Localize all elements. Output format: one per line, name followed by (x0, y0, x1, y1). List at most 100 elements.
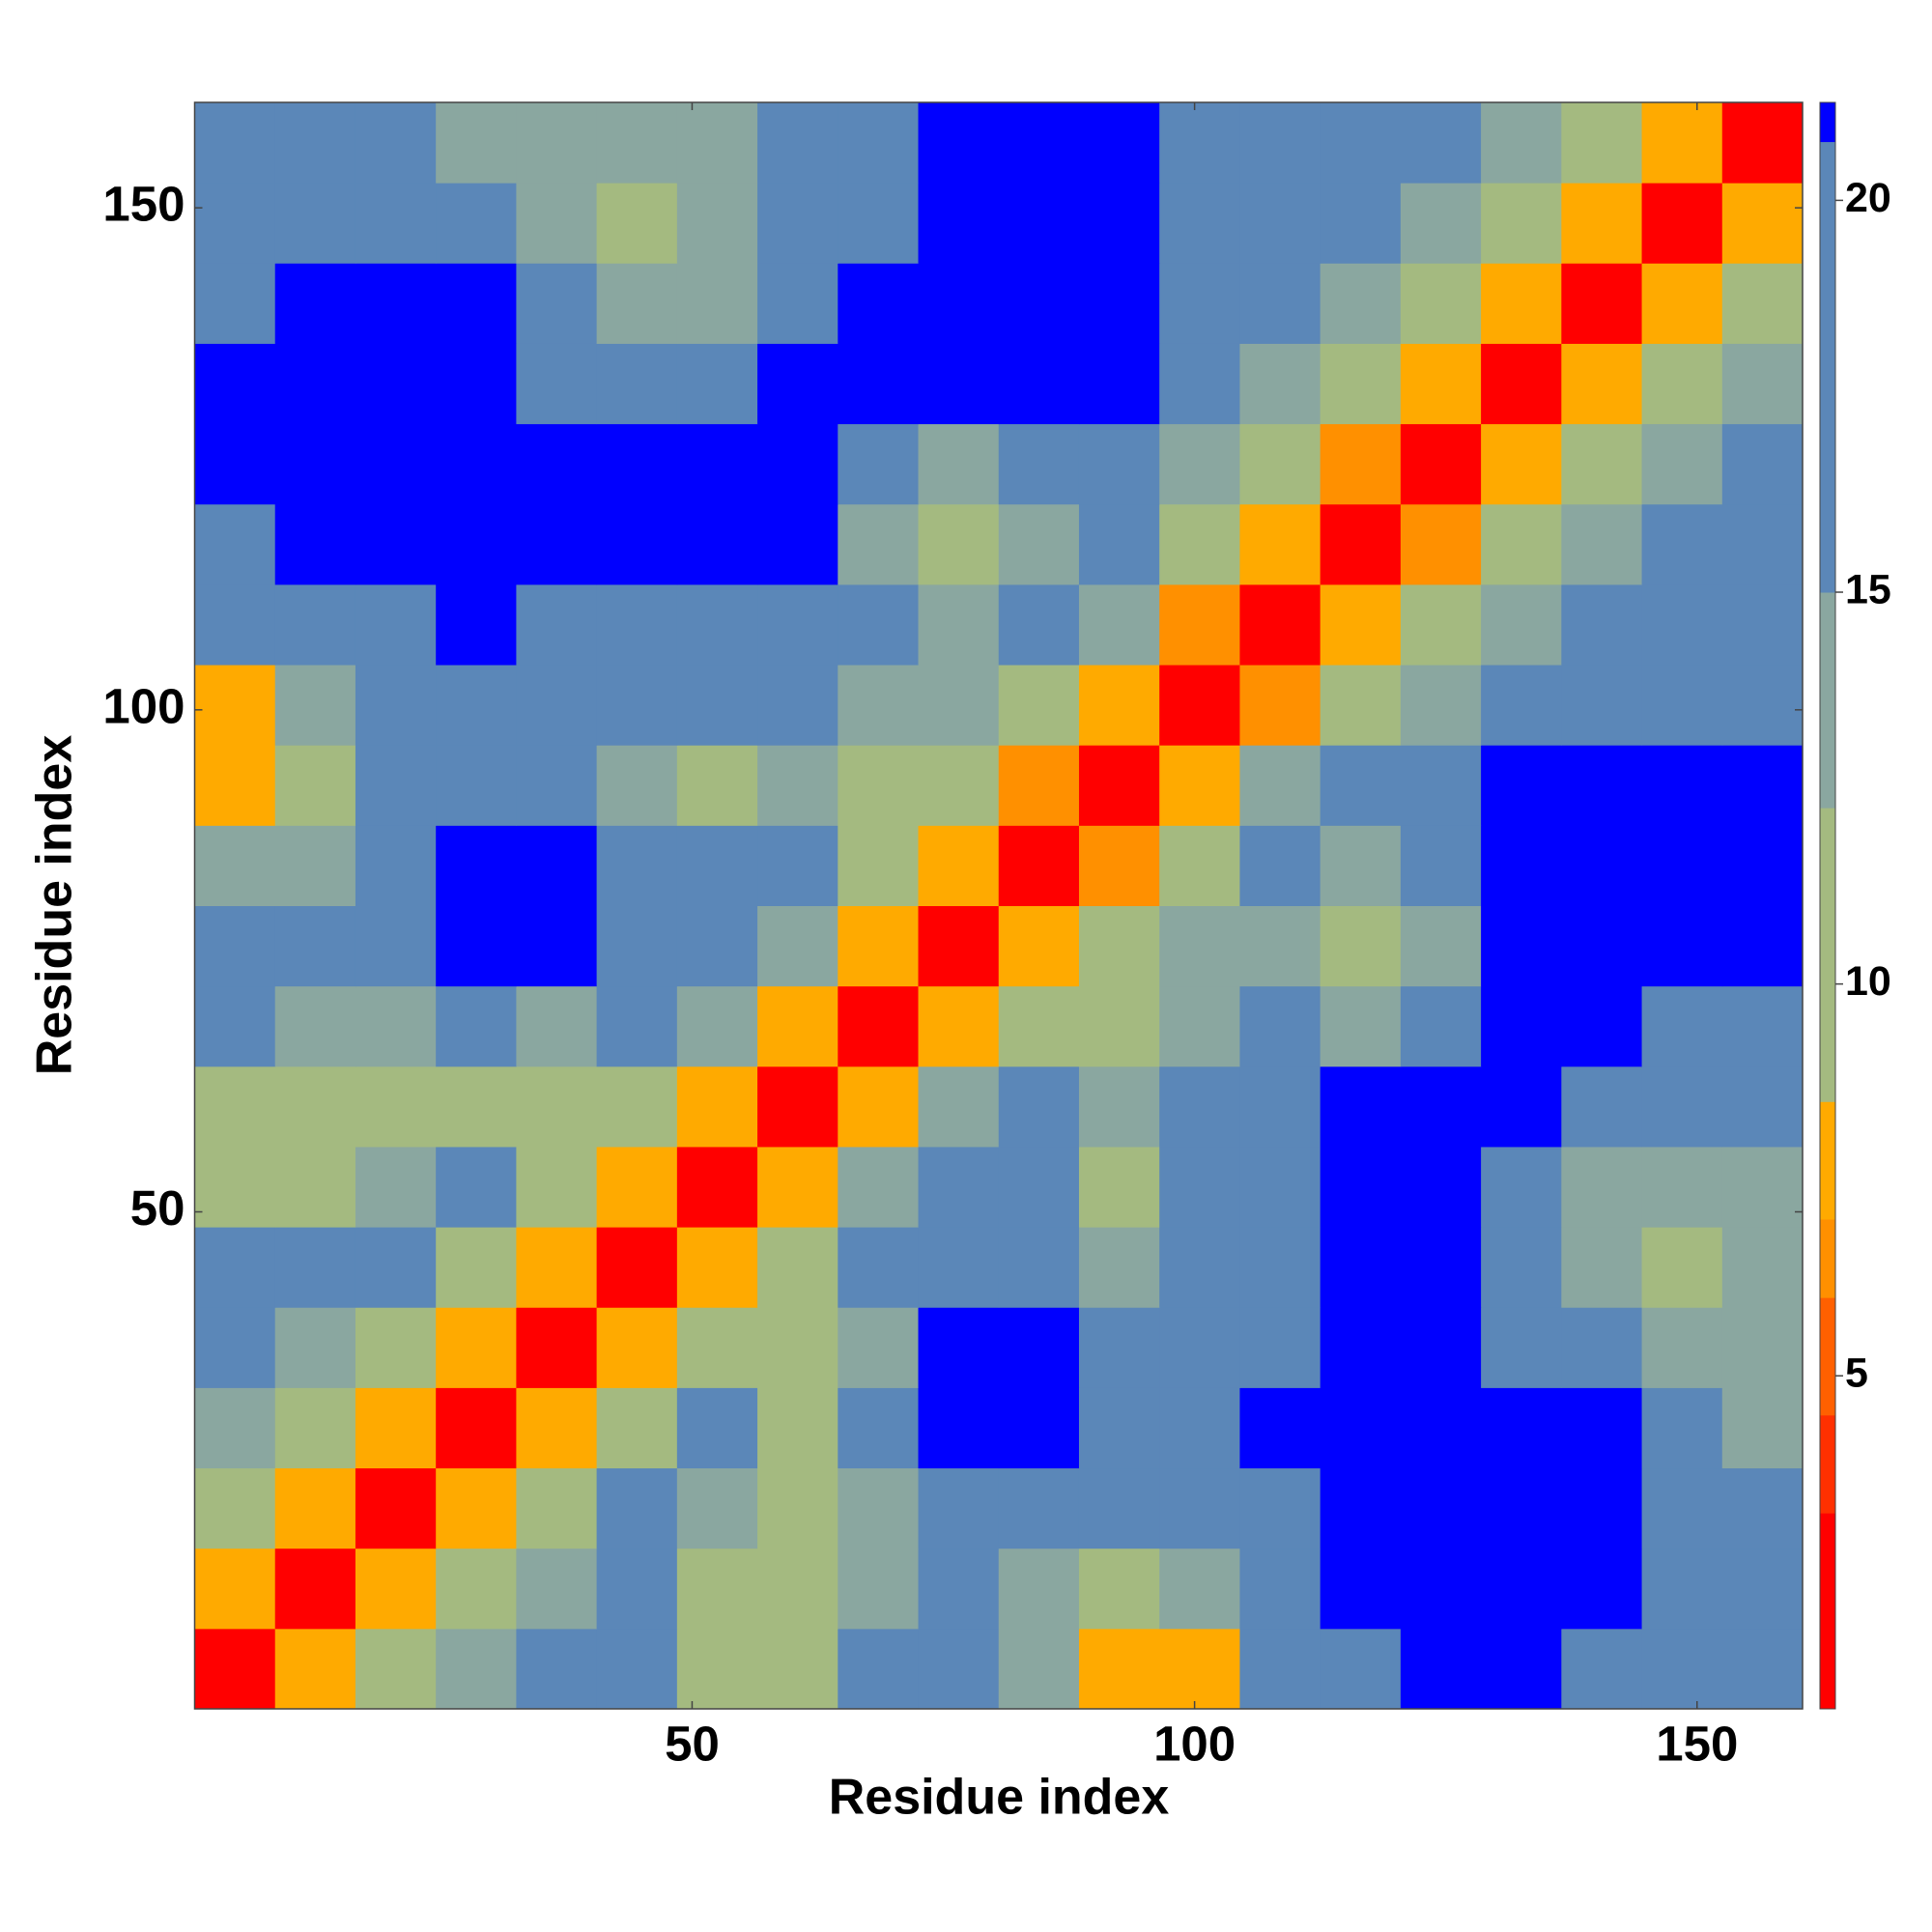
heatmap-cell (676, 745, 758, 826)
heatmap-cell (1159, 102, 1240, 184)
heatmap-cell (355, 343, 437, 425)
heatmap-cell (918, 985, 1000, 1067)
heatmap-cell (1721, 1146, 1804, 1228)
heatmap-cell (1641, 905, 1723, 987)
heatmap-cell (1561, 745, 1643, 826)
heatmap-cell (1400, 102, 1482, 184)
heatmap-cell (355, 102, 437, 184)
heatmap-cell (918, 1548, 1000, 1630)
heatmap-cell (355, 745, 437, 826)
heatmap-cell (436, 583, 517, 666)
heatmap-cell (355, 423, 437, 505)
heatmap-cell (1320, 665, 1402, 746)
heatmap-cell (436, 183, 517, 264)
heatmap-cell (1078, 102, 1160, 184)
heatmap-cell (1239, 1065, 1321, 1148)
heatmap-cell (838, 343, 920, 425)
heatmap-cell (516, 183, 598, 264)
heatmap-cell (676, 263, 758, 344)
colorbar-tick-label: 20 (1845, 175, 1891, 221)
heatmap-cell (757, 343, 838, 425)
heatmap-cell (355, 985, 437, 1067)
heatmap-cell (596, 102, 678, 184)
heatmap-cell (516, 1628, 598, 1710)
heatmap-cell (274, 1146, 356, 1228)
heatmap-cell (918, 1628, 1000, 1710)
heatmap-cell (1078, 1467, 1160, 1549)
heatmap-cell (1400, 985, 1482, 1067)
heatmap-cell (1159, 1065, 1240, 1148)
heatmap-cell (436, 1548, 517, 1630)
x-tick-label: 150 (1656, 1716, 1738, 1771)
heatmap-cell (1320, 102, 1402, 184)
heatmap-cell (1561, 423, 1643, 505)
heatmap-cell (355, 1387, 437, 1469)
heatmap-cell (1561, 263, 1643, 344)
heatmap-cell (1159, 183, 1240, 264)
heatmap-cell (274, 102, 356, 184)
heatmap-cell (838, 1467, 920, 1549)
heatmap-cell (274, 1227, 356, 1308)
heatmap-cell (757, 1628, 838, 1710)
y-axis-label: Residue index (27, 735, 83, 1076)
heatmap-cell (1078, 263, 1160, 344)
heatmap-cell (1159, 343, 1240, 425)
heatmap-cell (1481, 1548, 1562, 1630)
heatmap-cell (1320, 1387, 1402, 1469)
heatmap-cell (676, 1467, 758, 1549)
heatmap-cell (1078, 1065, 1160, 1148)
heatmap-cell (676, 583, 758, 666)
heatmap-cell (1159, 1307, 1240, 1388)
heatmap-cell (516, 1387, 598, 1469)
heatmap-cell (1641, 583, 1723, 666)
heatmap-cell (516, 1227, 598, 1308)
heatmap-cell (194, 1548, 276, 1630)
heatmap-cell (838, 1227, 920, 1308)
colorbar-band (1820, 102, 1835, 143)
heatmap-cell (355, 825, 437, 906)
heatmap-cell (998, 1628, 1080, 1710)
heatmap-cell (1078, 183, 1160, 264)
heatmap-cell (1320, 1227, 1402, 1308)
heatmap-cell (436, 1387, 517, 1469)
heatmap-cell (676, 985, 758, 1067)
heatmap-cell (1078, 423, 1160, 505)
heatmap-cell (516, 1065, 598, 1148)
heatmap-cell (516, 1548, 598, 1630)
x-axis-label: Residue index (829, 1770, 1170, 1826)
heatmap-cell (1721, 263, 1804, 344)
heatmap-cell (1159, 1146, 1240, 1228)
heatmap-cell (1721, 905, 1804, 987)
heatmap-cell (757, 1146, 838, 1228)
heatmap-cell (596, 583, 678, 666)
heatmap-cell (436, 1227, 517, 1308)
heatmap-cell (355, 1227, 437, 1308)
heatmap-cell (1721, 343, 1804, 425)
heatmap-cell (436, 745, 517, 826)
heatmap-cell (838, 423, 920, 505)
heatmap-cell (1481, 102, 1562, 184)
heatmap-cell (1721, 503, 1804, 585)
heatmap-cell (1159, 665, 1240, 746)
heatmap-cell (1239, 1146, 1321, 1228)
heatmap-cell (1641, 985, 1723, 1067)
heatmap-cell (838, 1628, 920, 1710)
heatmap-cell (1078, 1227, 1160, 1308)
heatmap-cell (1078, 985, 1160, 1067)
heatmap-cell (436, 825, 517, 906)
heatmap-cell (274, 423, 356, 505)
heatmap-cell (757, 102, 838, 184)
heatmap-cell (274, 1307, 356, 1388)
heatmap-cell (676, 1065, 758, 1148)
heatmap-cell (1641, 423, 1723, 505)
heatmap-cell (1481, 583, 1562, 666)
heatmap-cell (918, 1467, 1000, 1549)
colorbar-band (1820, 592, 1835, 809)
heatmap-cell (1561, 1387, 1643, 1469)
heatmap-cell (998, 503, 1080, 585)
heatmap-cell (998, 1307, 1080, 1388)
heatmap-cell (1159, 583, 1240, 666)
heatmap-cell (757, 1548, 838, 1630)
heatmap-cell (1159, 503, 1240, 585)
heatmap-cell (1721, 665, 1804, 746)
